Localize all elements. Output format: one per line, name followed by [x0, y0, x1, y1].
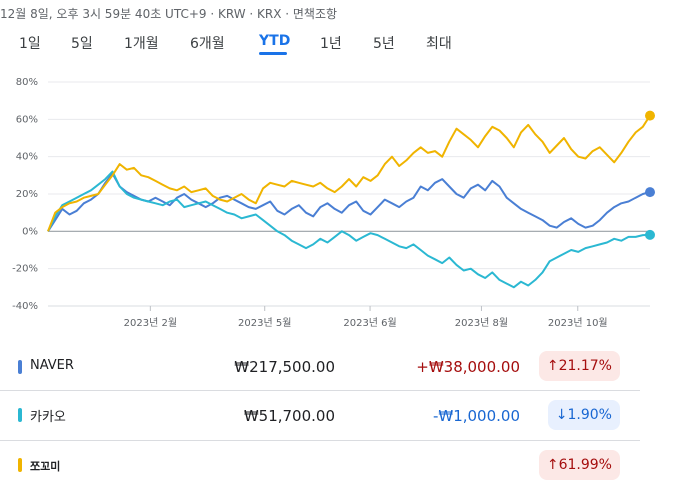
stock-price: ₩51,700.00 [243, 407, 335, 425]
stock-percent-badge: ↑21.17% [538, 351, 620, 381]
series-line-1 [47, 170, 651, 289]
stock-name: NAVER [30, 358, 74, 373]
y-tick-label: -20% [12, 264, 38, 275]
x-tick-label: 2023년 10월 [548, 317, 608, 329]
y-tick-label: 20% [16, 189, 38, 200]
x-tick-label: 2023년 5월 [238, 317, 291, 329]
stock-percent-badge: ↑61.99% [538, 450, 620, 480]
stock-row-kakao[interactable]: 카카오 ₩51,700.00 -₩1,000.00 ↓1.90% [0, 393, 640, 441]
stock-change: -₩1,000.00 [432, 407, 520, 425]
stock-price: ₩217,500.00 [234, 358, 335, 376]
series-line-2 [47, 115, 651, 232]
tab-6m[interactable]: 6개월 [190, 36, 225, 52]
series-marker [18, 458, 22, 472]
tab-1d[interactable]: 1일 [19, 36, 41, 52]
series-endpoint-2 [645, 110, 655, 121]
tab-5y[interactable]: 5년 [373, 36, 395, 52]
stock-row-naver[interactable]: NAVER ₩217,500.00 +₩38,000.00 ↑21.17% [0, 343, 640, 391]
row-divider [0, 390, 640, 391]
x-tick-label: 2023년 8월 [455, 317, 508, 329]
stock-change: +₩38,000.00 [416, 358, 520, 376]
stock-row-chocomi[interactable]: 쪼꼬미 ↑61.99% [0, 443, 640, 491]
active-tab-indicator [259, 52, 287, 55]
stock-name: 카카오 [30, 410, 66, 425]
tab-max[interactable]: 최대 [426, 36, 452, 52]
series-marker [18, 408, 22, 422]
x-tick-label: 2023년 6월 [343, 317, 396, 329]
chart-svg: 80% 60% 40% 20% 0% -20% -40% 2023년 2월 2023년 5월 20… [12, 77, 655, 329]
series-marker [18, 360, 22, 374]
timestamp-disclaimer: 12월 8일, 오후 3시 59분 40초 UTC+9 · KRW · KRX … [0, 7, 338, 21]
tab-1y[interactable]: 1년 [320, 36, 342, 52]
tab-ytd[interactable]: YTD [259, 33, 291, 49]
y-tick-label: -40% [12, 301, 38, 312]
y-tick-label: 40% [16, 152, 38, 163]
comparison-chart[interactable]: 80% 60% 40% 20% 0% -20% -40% 2023년 2월 2023년 5월 20… [0, 72, 679, 337]
x-tick-label: 2023년 2월 [124, 317, 177, 329]
stock-name: 쪼꼬미 [30, 460, 61, 473]
y-tick-label: 0% [22, 226, 38, 237]
y-tick-label: 60% [16, 114, 38, 125]
tab-5d[interactable]: 5일 [71, 36, 93, 52]
stock-percent-badge: ↓1.90% [547, 400, 620, 430]
row-divider [0, 440, 640, 441]
series-line-0 [47, 172, 651, 232]
series-endpoint-1 [645, 229, 655, 240]
tab-1m[interactable]: 1개월 [124, 36, 159, 52]
y-tick-label: 80% [16, 77, 38, 88]
series-endpoint-0 [645, 187, 655, 198]
